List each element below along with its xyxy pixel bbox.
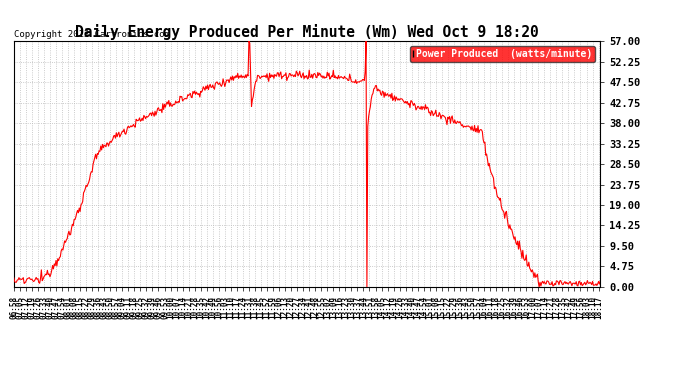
Legend: Power Produced  (watts/minute): Power Produced (watts/minute) — [411, 46, 595, 62]
Text: Copyright 2013 Cartronics.com: Copyright 2013 Cartronics.com — [14, 30, 170, 39]
Title: Daily Energy Produced Per Minute (Wm) Wed Oct 9 18:20: Daily Energy Produced Per Minute (Wm) We… — [75, 24, 539, 40]
